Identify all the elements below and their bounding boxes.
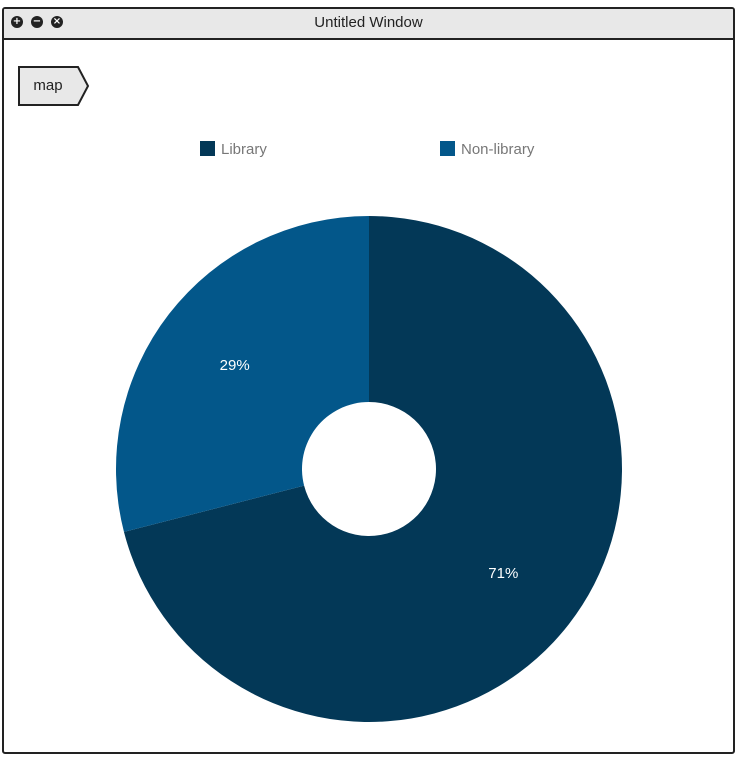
slice-value-label: 29% [220,357,250,374]
legend-swatch [200,141,215,156]
legend-item-non-library[interactable]: Non-library [440,141,535,158]
title-bar[interactable]: + − × Untitled Window [4,9,733,40]
maximize-icon[interactable]: + [11,16,23,28]
window-title: Untitled Window [314,14,423,31]
map-tag-button[interactable]: map [18,66,93,113]
legend-label: Library [221,141,267,158]
tag-label: map [33,77,63,94]
legend-swatch [440,141,455,156]
slice-value-label: 71% [488,565,518,582]
tag-shape [18,66,90,106]
pie-slice-non-library[interactable] [115,216,369,532]
minimize-icon[interactable]: − [31,16,43,28]
legend-label: Non-library [461,141,535,158]
legend-item-library[interactable]: Library [200,141,267,158]
close-icon[interactable]: × [51,16,63,28]
pie-slice-library[interactable] [123,216,623,723]
